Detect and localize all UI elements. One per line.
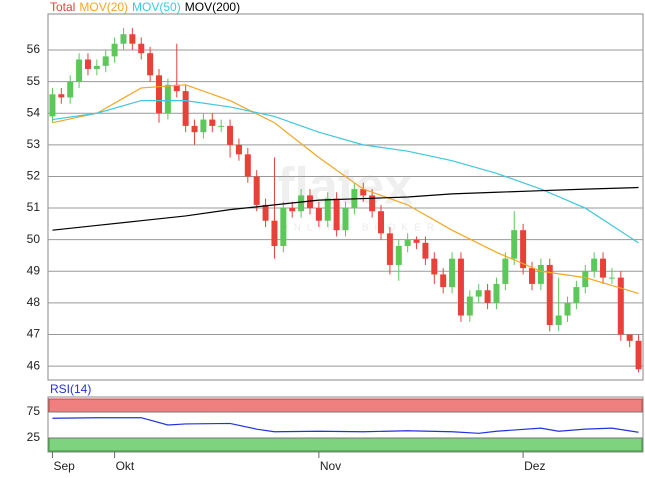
moving-average	[52, 186, 639, 231]
candle-body	[386, 233, 393, 265]
candle-body	[235, 144, 242, 155]
candle-body	[280, 208, 287, 246]
candle-body	[626, 334, 633, 341]
candle-body	[564, 302, 571, 316]
candle-body	[227, 125, 234, 145]
legend-entry: MOV(20)	[79, 0, 128, 14]
y-tick-label: 51	[27, 200, 41, 214]
candle-body	[102, 56, 109, 66]
candle-body	[608, 277, 615, 279]
candle-body	[449, 258, 456, 288]
candle-body	[49, 94, 56, 117]
candle-body	[635, 340, 642, 370]
legend: Total MOV(20) MOV(50) MOV(200)	[50, 0, 240, 14]
candle-body	[93, 65, 100, 69]
candle-body	[271, 220, 278, 246]
candle-body	[218, 125, 225, 127]
candle-body	[466, 296, 473, 316]
candle-body	[457, 258, 464, 316]
candle-body	[315, 208, 322, 221]
candle-body	[582, 271, 589, 288]
y-tick-label: 54	[27, 105, 41, 119]
candle-body	[164, 84, 171, 114]
x-tick-label: Okt	[116, 459, 135, 473]
rsi-lower-band	[48, 437, 643, 452]
candle-body	[511, 230, 518, 259]
candle-body	[431, 258, 438, 275]
candle-body	[182, 91, 189, 126]
candle-body	[342, 208, 349, 231]
candle-body	[262, 204, 269, 221]
candle-body	[537, 264, 544, 284]
rsi-line	[52, 417, 639, 434]
rsi-label: RSI(14)	[50, 382, 91, 396]
candle-body	[173, 84, 180, 92]
candle-body	[528, 268, 535, 284]
candle-body	[58, 94, 65, 98]
legend-entry: Total	[50, 0, 75, 14]
candle-body	[360, 189, 367, 196]
rsi-tick-label: 75	[27, 404, 41, 418]
candle-body	[413, 239, 420, 243]
candle-body	[120, 34, 127, 44]
candle-body	[289, 208, 296, 212]
candle-body	[404, 239, 411, 246]
candle-body	[306, 195, 313, 209]
candle-body	[502, 258, 509, 284]
y-tick-label: 46	[27, 358, 41, 372]
candle-body	[84, 59, 91, 69]
x-tick-label: Sep	[53, 459, 75, 473]
candle-body	[440, 274, 447, 288]
candle-body	[422, 242, 429, 259]
x-tick-label: Nov	[320, 459, 341, 473]
candle-body	[298, 195, 305, 212]
candle-body	[493, 283, 500, 303]
candle-body	[111, 43, 118, 57]
y-tick-label: 56	[27, 42, 41, 56]
candle-body	[138, 43, 145, 54]
y-tick-label: 47	[27, 327, 41, 341]
candle-body	[591, 258, 598, 272]
candle-body	[253, 176, 260, 205]
candle-body	[546, 264, 553, 326]
candle-body	[324, 198, 331, 221]
candle-body	[573, 287, 580, 303]
candle-body	[555, 315, 562, 326]
candle-body	[520, 230, 527, 269]
y-tick-label: 48	[27, 295, 41, 309]
y-tick-label: 53	[27, 137, 41, 151]
candle-body	[600, 258, 607, 278]
x-tick-label: Dez	[524, 459, 545, 473]
candle-body	[475, 290, 482, 297]
candle-body	[617, 277, 624, 335]
candle-body	[67, 81, 74, 98]
moving-average	[52, 100, 639, 244]
candle-body	[244, 154, 251, 177]
rsi-upper-band	[48, 398, 643, 413]
candle-body	[484, 290, 491, 303]
candle-body	[147, 53, 154, 76]
candle-body	[378, 211, 385, 234]
candle-body	[129, 34, 136, 44]
y-tick-label: 52	[27, 169, 41, 183]
candle-body	[156, 75, 163, 114]
legend-entry: MOV(200)	[185, 0, 240, 14]
candle-body	[76, 59, 83, 82]
y-tick-label: 49	[27, 263, 41, 277]
candle-body	[369, 195, 376, 212]
moving-average	[52, 84, 639, 294]
y-tick-label: 50	[27, 232, 41, 246]
legend-entry: MOV(50)	[132, 0, 181, 14]
watermark-sub: ONLINE BROKER	[280, 223, 440, 234]
candle-body	[191, 125, 198, 133]
candle-body	[395, 245, 402, 265]
rsi-tick-label: 25	[27, 430, 41, 444]
y-tick-label: 55	[27, 74, 41, 88]
candle-body	[209, 119, 216, 126]
candle-body	[200, 119, 207, 133]
candle-body	[333, 198, 340, 231]
